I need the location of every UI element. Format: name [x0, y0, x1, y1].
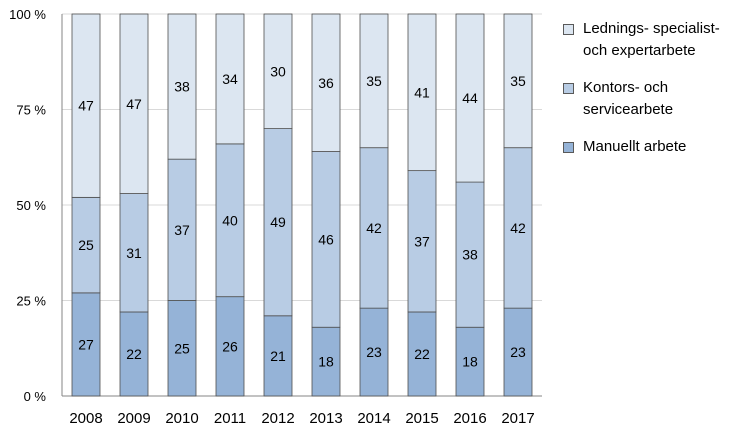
data-label: 23: [510, 344, 526, 360]
bar-segment-2017-2: [503, 147, 533, 309]
bar-segment-2010-2: [167, 158, 197, 301]
data-label: 36: [318, 75, 334, 91]
data-label: 38: [462, 247, 478, 263]
legend-label-manuellt: Manuellt arbete: [583, 138, 687, 155]
data-label: 47: [126, 96, 142, 112]
y-tick-label: 100 %: [9, 7, 46, 22]
bar-segment-2013-3: [311, 13, 341, 152]
data-label: 21: [270, 348, 286, 364]
legend-label-lednings: Lednings- specialist- och expertarbete: [583, 20, 720, 59]
y-tick-label: 50 %: [16, 198, 46, 213]
x-tick-label: 2015: [405, 410, 438, 427]
bar-segment-2011-3: [215, 13, 245, 145]
data-label: 25: [78, 237, 94, 253]
legend-swatch-lednings: [563, 24, 574, 35]
data-label: 41: [414, 84, 430, 100]
x-tick-label: 2016: [453, 410, 486, 427]
x-tick-label: 2012: [261, 410, 294, 427]
bar-segment-2009-3: [119, 13, 149, 194]
legend-item-lednings: Lednings- specialist- och expertarbete: [563, 18, 733, 62]
data-label: 18: [462, 354, 478, 370]
data-label: 44: [462, 90, 478, 106]
bar-segment-2008-1: [71, 292, 101, 397]
data-label: 49: [270, 214, 286, 230]
bar-segment-2014-3: [359, 13, 389, 149]
x-tick-label: 2010: [165, 410, 198, 427]
data-label: 37: [414, 233, 430, 249]
bar-segment-2012-1: [263, 315, 293, 397]
data-label: 34: [222, 71, 238, 87]
x-tick-label: 2013: [309, 410, 342, 427]
legend-item-manuellt: Manuellt arbete: [563, 136, 733, 158]
legend-label-kontors: Kontors- och servicearbete: [583, 79, 674, 118]
data-label: 30: [270, 63, 286, 79]
x-tick-label: 2014: [357, 410, 390, 427]
bar-segment-2010-3: [167, 13, 197, 160]
data-label: 18: [318, 354, 334, 370]
data-label: 37: [174, 222, 190, 238]
data-label: 26: [222, 338, 238, 354]
bar-segment-2015-1: [407, 311, 437, 397]
data-label: 23: [366, 344, 382, 360]
x-tick-label: 2008: [69, 410, 102, 427]
legend: Lednings- specialist- och expertarbete K…: [563, 18, 733, 173]
x-tick-label: 2017: [501, 410, 534, 427]
legend-swatch-manuellt: [563, 142, 574, 153]
data-label: 35: [510, 73, 526, 89]
bar-segment-2011-1: [215, 296, 245, 397]
data-label: 42: [366, 220, 382, 236]
data-label: 47: [78, 98, 94, 114]
bar-segment-2015-3: [407, 13, 437, 172]
bar-segment-2015-2: [407, 170, 437, 313]
bar-segment-2013-1: [311, 326, 341, 397]
data-label: 35: [366, 73, 382, 89]
legend-swatch-kontors: [563, 83, 574, 94]
bar-segment-2014-1: [359, 307, 389, 397]
bar-segment-2017-3: [503, 13, 533, 149]
bar-segment-2008-3: [71, 13, 101, 198]
bar-segment-2008-2: [71, 196, 101, 294]
data-label: 25: [174, 340, 190, 356]
bar-segment-2009-2: [119, 193, 149, 313]
y-tick-label: 0 %: [24, 389, 47, 404]
x-tick-label: 2009: [117, 410, 150, 427]
bar-segment-2016-3: [455, 13, 485, 183]
data-label: 46: [318, 231, 334, 247]
bar-segment-2016-2: [455, 181, 485, 328]
data-label: 42: [510, 220, 526, 236]
data-label: 38: [174, 79, 190, 95]
bar-segment-2012-3: [263, 13, 293, 129]
legend-item-kontors: Kontors- och servicearbete: [563, 77, 733, 121]
data-label: 27: [78, 336, 94, 352]
data-label: 22: [414, 346, 430, 362]
data-label: 40: [222, 212, 238, 228]
bar-segment-2011-2: [215, 143, 245, 298]
y-tick-label: 25 %: [16, 294, 46, 309]
x-tick-label: 2011: [214, 410, 246, 427]
y-tick-label: 75 %: [16, 103, 46, 118]
data-label: 22: [126, 346, 142, 362]
data-label: 31: [126, 245, 142, 261]
